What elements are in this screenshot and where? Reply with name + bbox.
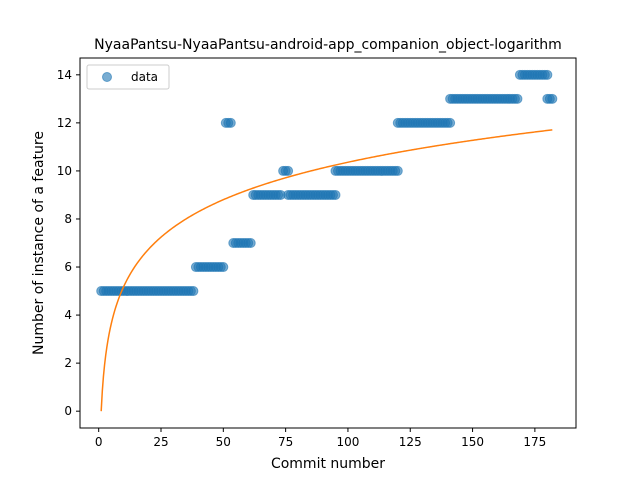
fit-line: [100, 129, 553, 412]
plot-frame: [79, 57, 577, 429]
data-point: [542, 69, 553, 80]
x-tick-label: 25: [153, 435, 168, 449]
y-tick-label: 12: [57, 116, 72, 130]
data-point: [283, 165, 294, 176]
y-axis-label: Number of instance of a feature: [31, 131, 47, 355]
x-tick-label: 0: [95, 435, 103, 449]
data-point: [245, 238, 256, 248]
data-point: [512, 93, 523, 104]
legend-box: [86, 64, 170, 90]
y-tick-label: 0: [64, 404, 72, 418]
x-tick-label: 150: [461, 435, 484, 449]
y-tick-label: 8: [64, 212, 72, 226]
data-point: [445, 117, 456, 128]
x-tick-label: 75: [278, 435, 293, 449]
y-tick-label: 4: [64, 308, 72, 322]
y-axis: 0 2 4 6 8 10 12 14: [57, 68, 80, 418]
y-tick-label: 14: [57, 68, 72, 82]
legend-label-data: data: [131, 70, 158, 84]
data-point: [547, 93, 558, 104]
y-tick-label: 6: [64, 260, 72, 274]
x-axis: 0 25 50 75 100 125 150 175: [95, 428, 546, 449]
data-point: [188, 286, 199, 297]
x-tick-label: 50: [216, 435, 231, 449]
y-tick-label: 10: [57, 164, 72, 178]
data-point: [330, 189, 341, 200]
legend: data: [86, 64, 170, 90]
x-axis-label: Commit number: [271, 456, 385, 472]
x-tick-label: 125: [399, 435, 422, 449]
x-tick-label: 175: [523, 435, 546, 449]
y-tick-label: 2: [64, 356, 72, 370]
data-point: [218, 262, 229, 273]
plot-area: [96, 69, 558, 412]
data-point: [392, 165, 403, 176]
data-point: [225, 117, 236, 128]
legend-marker-data: [102, 72, 112, 82]
x-tick-label: 100: [336, 435, 359, 449]
chart-title: NyaaPantsu-NyaaPantsu-android-app_compan…: [94, 37, 562, 53]
